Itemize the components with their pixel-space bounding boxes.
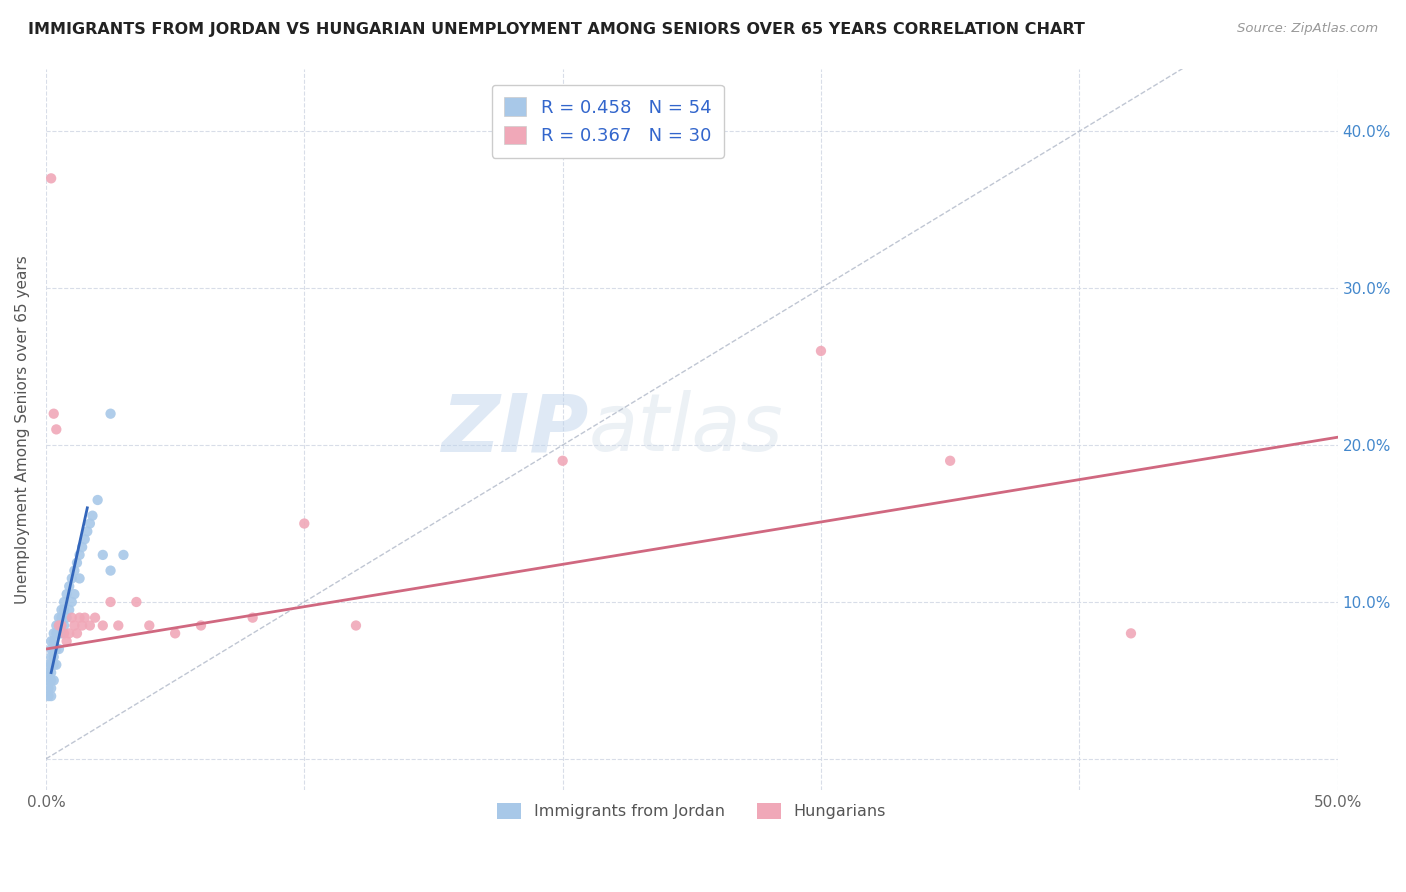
Point [1119,626,1142,640]
Point [39,171,62,186]
Point [38,673,60,688]
Point [45,657,67,672]
Point [45,422,67,436]
Point [58,603,80,617]
Point [51,610,73,624]
Point [292,516,315,531]
Point [125,595,148,609]
Point [73,533,96,547]
Text: Source: ZipAtlas.com: Source: ZipAtlas.com [1237,22,1378,36]
Point [45,642,67,657]
Point [48,642,70,657]
Text: ZIP: ZIP [441,391,589,468]
Point [58,579,80,593]
Point [48,618,70,632]
Point [86,493,108,508]
Point [39,689,62,703]
Point [42,407,65,421]
Point [70,618,93,632]
Point [38,689,60,703]
Point [63,564,86,578]
Point [70,540,93,554]
Point [39,642,62,657]
Point [112,548,135,562]
Point [42,673,65,688]
Point [79,618,101,632]
Point [69,548,91,562]
Point [39,634,62,648]
Point [55,634,77,648]
Point [38,665,60,680]
Point [53,626,76,640]
Point [42,626,65,640]
Point [84,610,107,624]
Point [63,587,86,601]
Point [42,649,65,664]
Point [42,634,65,648]
Point [69,571,91,585]
Point [51,626,73,640]
Point [53,595,76,609]
Point [53,618,76,632]
Point [242,610,264,624]
Point [91,618,114,632]
Point [100,564,122,578]
Point [42,657,65,672]
Point [138,618,160,632]
Point [42,642,65,657]
Point [58,626,80,640]
Point [344,618,367,632]
Point [551,454,574,468]
Point [165,626,187,640]
Point [39,657,62,672]
Point [66,626,89,640]
Point [76,524,98,539]
Y-axis label: Unemployment Among Seniors over 65 years: Unemployment Among Seniors over 65 years [15,255,30,604]
Point [39,681,62,696]
Point [60,595,83,609]
Point [55,610,77,624]
Point [100,595,122,609]
Point [38,657,60,672]
Point [63,618,86,632]
Point [38,681,60,696]
Point [91,548,114,562]
Point [45,618,67,632]
Legend: Immigrants from Jordan, Hungarians: Immigrants from Jordan, Hungarians [491,797,893,826]
Point [48,610,70,624]
Point [48,626,70,640]
Text: IMMIGRANTS FROM JORDAN VS HUNGARIAN UNEMPLOYMENT AMONG SENIORS OVER 65 YEARS COR: IMMIGRANTS FROM JORDAN VS HUNGARIAN UNEM… [28,22,1085,37]
Point [69,610,91,624]
Point [810,343,832,358]
Point [939,454,962,468]
Point [82,508,104,523]
Point [60,571,83,585]
Point [51,603,73,617]
Point [53,603,76,617]
Point [45,626,67,640]
Point [51,618,73,632]
Point [39,665,62,680]
Point [55,587,77,601]
Point [100,407,122,421]
Point [66,556,89,570]
Text: atlas: atlas [589,391,783,468]
Point [190,618,212,632]
Point [73,610,96,624]
Point [60,610,83,624]
Point [107,618,129,632]
Point [39,673,62,688]
Point [39,649,62,664]
Point [48,618,70,632]
Point [79,516,101,531]
